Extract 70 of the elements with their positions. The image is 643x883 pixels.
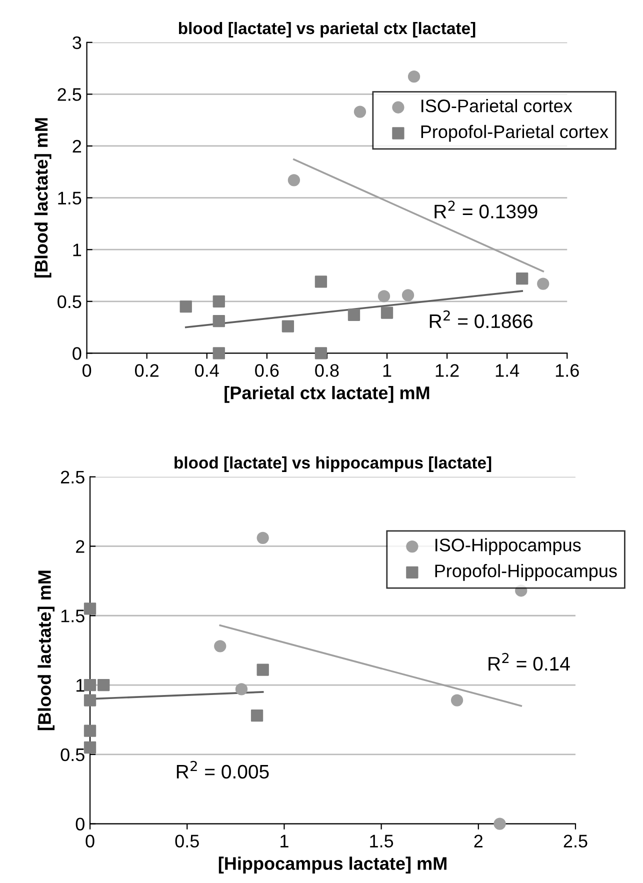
point: [235, 683, 248, 696]
chart-title: blood [lactate] vs parietal ctx [lactate]: [178, 22, 476, 38]
point: [494, 818, 506, 830]
point: [282, 320, 294, 332]
x-tick-label: 1: [280, 834, 288, 848]
annotation: R$^{2}$ = 0.1866: [430, 310, 533, 328]
y-axis-title: [Blood lactate] mM: [38, 570, 55, 730]
x-tick-label: 0.6: [255, 364, 279, 377]
legend-label: ISO-Parietal cortex: [422, 99, 572, 112]
point: [84, 694, 96, 706]
y-tick-label: 0: [76, 818, 84, 831]
x-tick-label: 1.5: [370, 834, 394, 848]
point: [84, 678, 96, 692]
point: [212, 315, 225, 328]
point: [256, 664, 269, 676]
chart-title: blood [lactate] vs hippocampus [lactate]: [174, 456, 492, 472]
point: [212, 295, 225, 308]
annotation: R$^{2}$ = 0.1399: [434, 200, 538, 218]
point: [516, 272, 528, 285]
y-tick-label: 2.5: [58, 88, 82, 101]
annotation: R$^{2}$ = 0.005: [176, 760, 269, 779]
y-tick-label: 1: [76, 679, 84, 692]
y-tick-label: 2: [76, 540, 84, 553]
x-tick-label: 1.6: [556, 364, 579, 377]
point: [408, 70, 420, 83]
point: [450, 694, 464, 706]
x-axis-title: [Parietal ctx lactate] mM: [224, 386, 430, 403]
x-tick-label: 0.2: [135, 364, 158, 377]
point: [380, 306, 394, 319]
y-tick-label: 1.5: [61, 610, 84, 622]
legend-label: Propofol-Hippocampus: [435, 564, 617, 581]
point: [314, 276, 328, 288]
point: [348, 308, 360, 321]
point: [250, 709, 264, 722]
x-tick-label: 2: [474, 834, 483, 848]
point: [537, 278, 550, 290]
y-tick-label: 0.5: [60, 748, 84, 762]
y-tick-label: 2: [72, 140, 82, 153]
legend-label: ISO-Hippocampus: [436, 538, 581, 556]
x-tick-label: 1: [383, 364, 392, 377]
point: [378, 290, 390, 302]
y-tick-label: 3: [72, 36, 82, 50]
point: [212, 347, 225, 360]
y-tick-label: 0: [72, 347, 82, 360]
y-tick-label: 2.5: [60, 470, 84, 484]
x-tick-label: 2.5: [564, 834, 588, 848]
point: [314, 347, 328, 360]
x-axis-title: [Hippocampus lactate] mM: [218, 856, 446, 874]
point: [214, 640, 226, 652]
x-tick-label: 1.2: [436, 364, 459, 377]
x-tick-label: 0.8: [315, 364, 339, 377]
x-tick-label: 0.5: [175, 834, 199, 848]
point: [84, 602, 96, 615]
y-tick-label: 0.5: [58, 295, 82, 308]
y-tick-label: 1.5: [58, 192, 82, 205]
point: [84, 724, 96, 737]
y-axis-title: [Blood lactate] mM: [34, 118, 52, 278]
x-tick-label: 0: [86, 834, 94, 848]
annotation: R$^{2}$ = 0.14: [488, 652, 570, 671]
x-tick-label: 0.4: [195, 364, 219, 377]
point: [288, 174, 300, 186]
point: [84, 741, 96, 754]
point: [180, 300, 192, 313]
y-tick-label: 1: [73, 244, 82, 256]
point: [354, 106, 366, 118]
legend-label: Propofol-Parietal cortex: [421, 124, 608, 142]
point: [256, 532, 269, 544]
x-tick-label: 1.4: [496, 364, 520, 377]
point: [402, 289, 414, 302]
point: [98, 678, 110, 692]
